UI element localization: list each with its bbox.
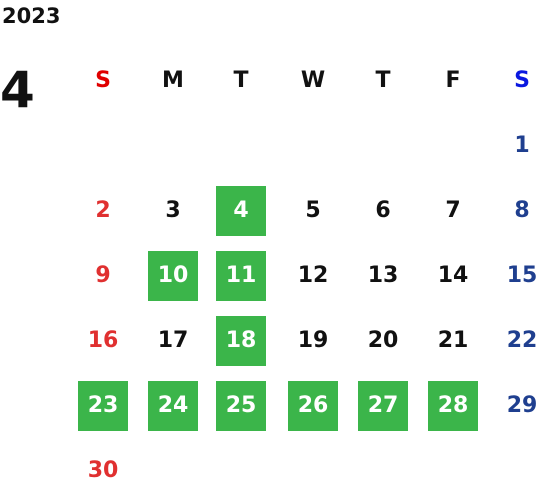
day: 3 — [165, 198, 181, 223]
weekday-label: M — [162, 68, 184, 93]
month: 4 — [0, 61, 35, 119]
weekday-label: T — [375, 68, 391, 93]
marked-day: 23 — [78, 381, 128, 431]
day: 14 — [437, 263, 469, 288]
day: 7 — [445, 198, 461, 223]
day: 29 — [506, 393, 538, 418]
day: 2 — [95, 198, 111, 223]
marked-day: 11 — [216, 251, 266, 301]
marked-day: 10 — [148, 251, 198, 301]
day: 16 — [87, 328, 119, 353]
day: 21 — [437, 328, 469, 353]
day: 8 — [514, 198, 530, 223]
marked-day: 28 — [428, 381, 478, 431]
marked-day: 25 — [216, 381, 266, 431]
day: 1 — [514, 133, 530, 158]
marked-day: 4 — [216, 186, 266, 236]
weekday-label: T — [233, 68, 249, 93]
day: 30 — [87, 458, 119, 483]
weekday-label: F — [445, 68, 461, 93]
marked-day: 24 — [148, 381, 198, 431]
weekday-label: S — [95, 68, 111, 93]
year: 2023 — [2, 4, 61, 28]
day: 20 — [367, 328, 399, 353]
weekday-label: S — [514, 68, 530, 93]
marked-day: 26 — [288, 381, 338, 431]
day: 5 — [305, 198, 321, 223]
marked-day: 18 — [216, 316, 266, 366]
day: 19 — [297, 328, 329, 353]
day: 6 — [375, 198, 391, 223]
day: 12 — [297, 263, 329, 288]
day: 22 — [506, 328, 538, 353]
day: 15 — [506, 263, 538, 288]
weekday-label: W — [300, 68, 326, 93]
day: 9 — [95, 263, 111, 288]
day: 17 — [157, 328, 189, 353]
day: 13 — [367, 263, 399, 288]
marked-day: 27 — [358, 381, 408, 431]
